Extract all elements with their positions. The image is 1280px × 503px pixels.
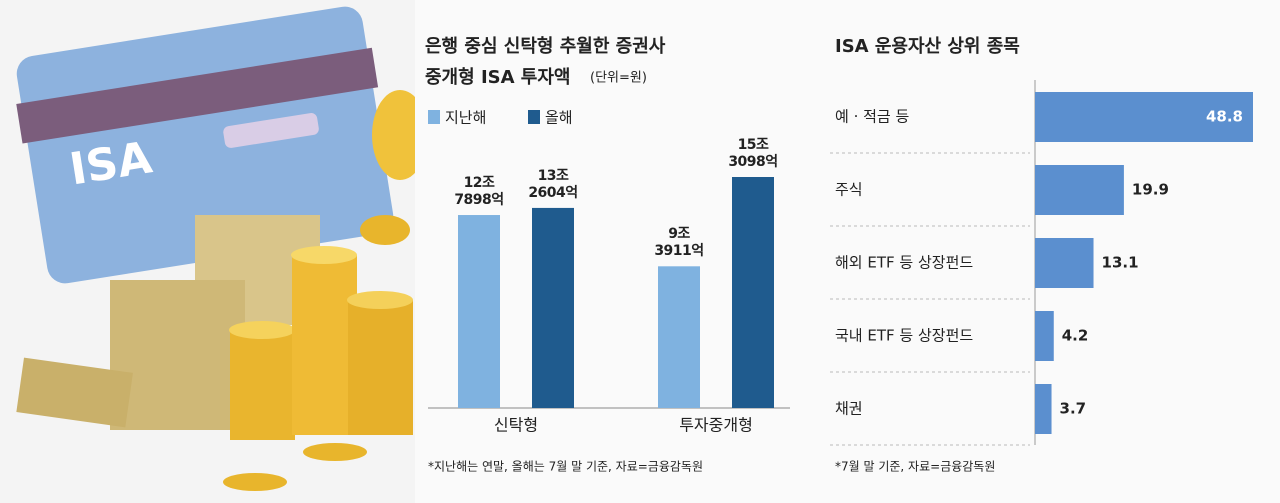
bar bbox=[458, 215, 500, 408]
unit-label: (단위=원) bbox=[590, 71, 647, 86]
value-label: 4.2 bbox=[1062, 327, 1089, 345]
illustration: ISA bbox=[16, 6, 428, 491]
x-tick-label: 신탁형 bbox=[494, 416, 538, 435]
card-stripe bbox=[16, 47, 379, 144]
coin-top bbox=[347, 291, 413, 309]
legend-swatch bbox=[528, 110, 540, 124]
note: *지난해는 연말, 올해는 7월 말 기준, 자료=금융감독원 bbox=[428, 460, 703, 474]
y-tick-label: 채권 bbox=[835, 400, 863, 418]
legend-swatch bbox=[428, 110, 440, 124]
value-label: 15조 3098억 bbox=[728, 137, 778, 170]
card-chip bbox=[223, 113, 319, 148]
bar bbox=[658, 266, 700, 408]
bar bbox=[1035, 311, 1054, 361]
coin bbox=[303, 443, 367, 461]
money-stack bbox=[110, 280, 245, 430]
value-label: 13.1 bbox=[1102, 254, 1139, 272]
value-label: 13조 2604억 bbox=[528, 167, 578, 201]
value-label: 9조 3911억 bbox=[654, 226, 704, 260]
coin bbox=[372, 90, 428, 180]
bar bbox=[732, 177, 774, 408]
coin-stack bbox=[230, 330, 295, 440]
bar bbox=[1035, 238, 1094, 288]
bar bbox=[1035, 165, 1124, 215]
legend-label: 지난해 bbox=[445, 109, 486, 127]
y-tick-label: 주식 bbox=[835, 181, 863, 199]
note: *7월 말 기준, 자료=금융감독원 bbox=[835, 460, 995, 474]
money-stack bbox=[16, 357, 133, 428]
coin-top bbox=[291, 246, 357, 264]
coin bbox=[223, 473, 287, 491]
chart-title: ISA 운용자산 상위 종목 bbox=[835, 36, 1020, 57]
legend-label: 올해 bbox=[545, 109, 573, 127]
value-label: 48.8 bbox=[1206, 108, 1243, 126]
y-tick-label: 국내 ETF 등 상장펀드 bbox=[835, 327, 973, 345]
value-label: 12조 7898억 bbox=[454, 175, 504, 209]
bar bbox=[1035, 384, 1052, 434]
bar bbox=[532, 207, 574, 408]
value-label: 3.7 bbox=[1060, 400, 1087, 418]
card-text: ISA bbox=[66, 132, 155, 195]
chart-title: 은행 중심 신탁형 추월한 증권사 bbox=[425, 36, 666, 57]
y-tick-label: 예 · 적금 등 bbox=[835, 108, 909, 126]
coin-stack bbox=[348, 300, 413, 435]
chart-subtitle: 중개형 ISA 투자액 bbox=[425, 67, 570, 88]
coin bbox=[360, 215, 410, 245]
coin-top bbox=[229, 321, 295, 339]
y-tick-label: 해외 ETF 등 상장펀드 bbox=[835, 254, 973, 272]
x-tick-label: 투자중개형 bbox=[679, 416, 753, 435]
bar bbox=[1035, 92, 1253, 142]
coin-stack bbox=[292, 255, 357, 435]
value-label: 19.9 bbox=[1132, 181, 1169, 199]
